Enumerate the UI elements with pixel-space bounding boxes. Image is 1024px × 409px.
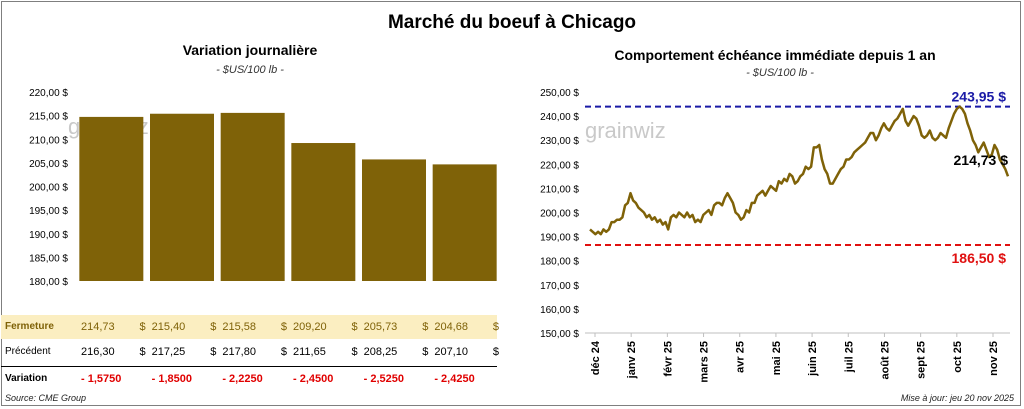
table-cell: 216,30 $ bbox=[81, 340, 146, 364]
cell-value: 209,20 bbox=[293, 321, 327, 333]
cell-unit: $ bbox=[139, 321, 146, 333]
cell-value: 216,30 bbox=[81, 346, 115, 358]
cell-unit: $ bbox=[351, 346, 358, 358]
bar-y-tick-label: 215,00 $ bbox=[29, 112, 68, 123]
cell-value: 211,65 bbox=[293, 346, 326, 358]
cell-value: - 1,8500 bbox=[151, 373, 193, 385]
table-cell: 204,68 $ bbox=[434, 315, 499, 339]
bar-chart: grainwiz 180,00 $185,00 $190,00 $195,00 … bbox=[29, 88, 497, 288]
cell-value: 215,58 bbox=[222, 321, 256, 333]
bar bbox=[432, 164, 497, 281]
bar bbox=[220, 112, 285, 282]
cell-value: 217,25 bbox=[151, 346, 186, 358]
cell-unit: $ bbox=[280, 346, 287, 358]
main-title: Marché du boeuf à Chicago bbox=[387, 12, 637, 33]
table-cell: 207,10 $ bbox=[434, 340, 499, 364]
cell-value: 215,40 bbox=[151, 321, 186, 333]
bar bbox=[291, 143, 356, 281]
table-cell: 217,80 $ bbox=[222, 340, 287, 364]
cell-value: - 2,2250 bbox=[222, 373, 263, 385]
right-chart-title: Comportement échéance immédiate depuis 1… bbox=[614, 47, 936, 63]
table-cell: 209,20 $ bbox=[293, 315, 358, 339]
cell-value: 208,25 bbox=[363, 346, 398, 358]
cell-value: 207,10 bbox=[434, 346, 468, 358]
cell-value: 205,73 bbox=[363, 321, 398, 333]
bar-series bbox=[79, 112, 497, 282]
cell-value: - 2,5250 bbox=[363, 373, 405, 385]
table-cell: - 2,4500 bbox=[293, 367, 358, 391]
cell-unit: $ bbox=[422, 346, 429, 358]
left-chart-unit: - $US/100 lb - bbox=[216, 64, 284, 76]
table-cell: - 2,2250 bbox=[222, 367, 287, 391]
table-cell: - 1,5750 bbox=[81, 367, 146, 391]
cell-value: 214,73 bbox=[81, 321, 115, 333]
cell-unit: $ bbox=[210, 346, 217, 358]
bar-y-tick-label: 180,00 $ bbox=[29, 277, 68, 288]
bar bbox=[79, 116, 144, 281]
cell-unit: $ bbox=[139, 346, 146, 358]
bar bbox=[150, 113, 214, 281]
bar-y-tick-label: 190,00 $ bbox=[29, 230, 68, 241]
bar bbox=[362, 159, 426, 281]
table-cell: - 2,4250 bbox=[434, 367, 499, 391]
cell-unit: $ bbox=[492, 321, 499, 333]
row-label-fermeture: Fermeture bbox=[5, 321, 54, 332]
row-label-precedent: Précédent bbox=[5, 346, 51, 357]
cell-value: - 2,4250 bbox=[434, 373, 475, 385]
table-cell: - 2,5250 bbox=[364, 367, 429, 391]
cell-value: - 2,4500 bbox=[293, 373, 334, 385]
cell-unit: $ bbox=[280, 321, 287, 333]
cell-unit: $ bbox=[492, 346, 499, 358]
source-note: Source: CME Group bbox=[5, 393, 87, 403]
bar-y-tick-label: 185,00 $ bbox=[29, 253, 68, 264]
bar-y-tick-label: 205,00 $ bbox=[29, 159, 68, 170]
table-cell: 211,65 $ bbox=[293, 340, 358, 364]
cell-value: 204,68 bbox=[434, 321, 468, 333]
bar-y-tick-label: 200,00 $ bbox=[29, 183, 68, 194]
table-cell: 217,25 $ bbox=[152, 340, 217, 364]
cell-unit: $ bbox=[210, 321, 217, 333]
row-label-variation: Variation bbox=[5, 373, 48, 384]
table-cell: 215,58 $ bbox=[222, 315, 287, 339]
table-cell: - 1,8500 bbox=[152, 367, 217, 391]
table-cell: 214,73 $ bbox=[81, 315, 146, 339]
table-cell: 208,25 $ bbox=[364, 340, 429, 364]
table-cell: 205,73 $ bbox=[364, 315, 429, 339]
row-fermeture: Fermeture 214,73 $215,40 $215,58 $209,20 $20… bbox=[1, 315, 499, 339]
table-cell: 215,40 $ bbox=[152, 315, 217, 339]
left-chart-title: Variation journalière bbox=[182, 42, 318, 58]
cell-value: - 1,5750 bbox=[81, 373, 122, 385]
bar-y-axis: 180,00 $ 185,00 $ 190,00 $ 195,00 $ 200,00 $… bbox=[29, 88, 68, 288]
cell-unit: $ bbox=[351, 321, 358, 333]
bar-y-tick-label: 220,00 $ bbox=[29, 88, 68, 99]
update-note: Mise à jour: jeu 20 nov 2025 bbox=[900, 393, 1014, 403]
row-variation: Variation - 1,5750 - 1,8500 - 2,2250 - 2,45… bbox=[1, 366, 497, 390]
cell-value: 217,80 bbox=[222, 346, 256, 358]
cell-unit: $ bbox=[422, 321, 429, 333]
bar-y-tick-label: 210,00 $ bbox=[29, 135, 68, 146]
right-chart-unit: - $US/100 lb - bbox=[746, 67, 814, 79]
bar-y-tick-label: 195,00 $ bbox=[29, 206, 68, 217]
row-precedent: Précédent 216,30 $217,25 $217,80 $211,65 $20… bbox=[1, 340, 499, 364]
